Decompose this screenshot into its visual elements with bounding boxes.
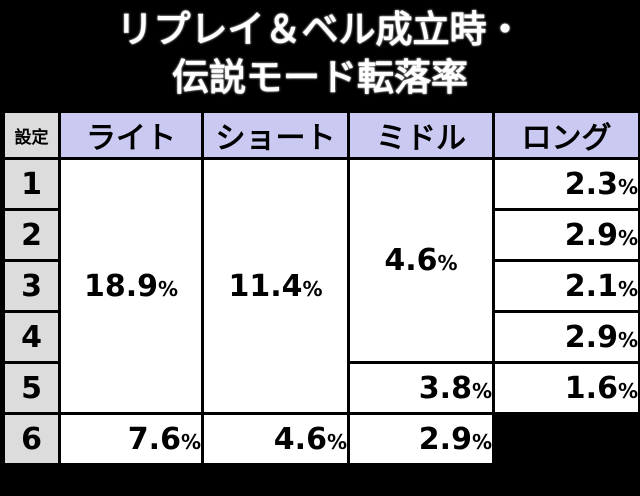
long-rate-unit: %: [617, 174, 638, 199]
long-rate-cell: 2.9%: [492, 310, 640, 364]
setting-number: 5: [2, 361, 61, 415]
long-rate-cell: 2.3%: [492, 157, 640, 211]
middle-rate-cell: 4.6%: [201, 412, 350, 466]
header-short: ショート: [201, 110, 350, 160]
middle-rate-unit: %: [326, 429, 347, 454]
long-rate-cell: 2.9%: [347, 412, 495, 466]
middle-rate-value: 3.8: [418, 370, 472, 406]
long-rate-cell: 2.1%: [492, 259, 640, 313]
fall-rate-table: 設定 ライト ショート ミドル ロング 1 18.9% 11.4% 4.6% 2…: [2, 110, 640, 466]
header-light: ライト: [58, 110, 204, 160]
setting-number: 1: [2, 157, 61, 211]
light-rate-cell: 18.9%: [58, 157, 204, 415]
short-rate-value: 7.6: [127, 421, 181, 457]
long-rate-unit: %: [471, 429, 492, 454]
short-rate-value: 11.4: [228, 268, 303, 304]
title-line-1: リプレイ＆ベル成立時・: [116, 8, 524, 51]
middle-rate-value: 4.6: [273, 421, 327, 457]
light-rate-value: 18.9: [83, 268, 158, 304]
long-rate-unit: %: [617, 225, 638, 250]
long-rate-unit: %: [617, 327, 638, 352]
middle-rate-value: 4.6: [384, 243, 438, 278]
setting-number: 3: [2, 259, 61, 313]
header-setting: 設定: [2, 110, 61, 160]
light-rate-unit: %: [157, 276, 179, 301]
middle-rate-cell: 3.8%: [347, 361, 495, 415]
short-rate-unit: %: [180, 429, 201, 454]
long-rate-unit: %: [617, 276, 638, 301]
table-row: 1 18.9% 11.4% 4.6% 2.3%: [2, 157, 640, 415]
short-rate-cell: 11.4%: [201, 157, 350, 415]
header-middle: ミドル: [347, 110, 495, 160]
long-rate-unit: %: [617, 378, 638, 403]
middle-rate-unit: %: [471, 378, 492, 403]
table-row: 4 2.9%: [2, 310, 640, 364]
table-row: 2 2.9%: [2, 208, 640, 262]
long-rate-value: 1.6: [564, 370, 618, 406]
header-row: 設定 ライト ショート ミドル ロング: [2, 110, 640, 160]
page-title: リプレイ＆ベル成立時・ 伝説モード転落率: [0, 0, 640, 108]
long-rate-value: 2.1: [564, 268, 618, 304]
setting-number: 2: [2, 208, 61, 262]
short-rate-cell: 7.6%: [58, 412, 204, 466]
table-row: 3 2.1%: [2, 259, 640, 313]
long-rate-value: 2.9: [564, 217, 618, 253]
short-rate-unit: %: [302, 276, 323, 301]
middle-rate-cell: 4.6%: [347, 157, 495, 364]
table-row: 6 7.6% 4.6% 2.9%: [2, 412, 640, 466]
title-line-2: 伝説モード転落率: [172, 56, 468, 99]
middle-rate-unit: %: [437, 251, 458, 275]
table-row: 5 3.8% 1.6%: [2, 361, 640, 415]
header-long: ロング: [492, 110, 640, 160]
long-rate-value: 2.9: [418, 421, 472, 457]
setting-number: 4: [2, 310, 61, 364]
long-rate-cell: 1.6%: [492, 361, 640, 415]
long-rate-value: 2.9: [564, 319, 618, 355]
long-rate-cell: 2.9%: [492, 208, 640, 262]
setting-number: 6: [2, 412, 61, 466]
long-rate-value: 2.3: [564, 166, 618, 202]
